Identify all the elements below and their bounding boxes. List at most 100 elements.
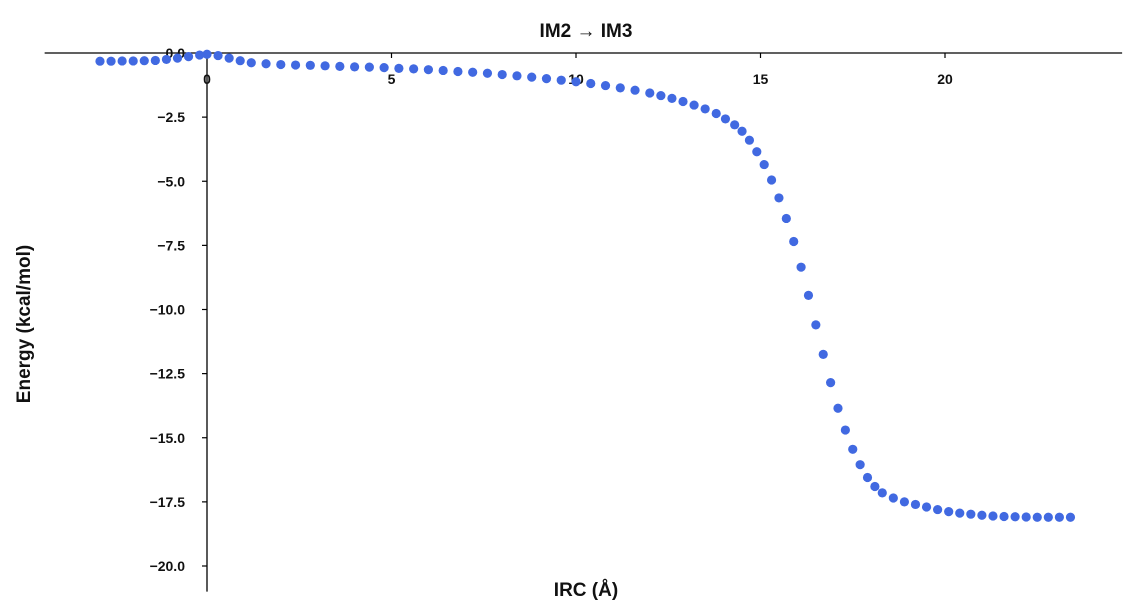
data-point [117, 56, 127, 66]
data-point [737, 126, 747, 136]
data-point [335, 61, 345, 71]
data-point [379, 63, 389, 73]
data-point [862, 472, 873, 483]
data-point [1010, 512, 1020, 522]
data-point [364, 62, 374, 72]
data-point [305, 60, 315, 70]
data-point [781, 213, 791, 224]
data-point [966, 509, 976, 519]
data-point [730, 120, 740, 130]
data-point [999, 511, 1009, 522]
data-point [744, 135, 755, 145]
data-point [818, 349, 828, 359]
data-point [1032, 512, 1042, 522]
data-point [645, 88, 655, 98]
data-point [848, 444, 858, 454]
data-point [224, 53, 234, 63]
data-point [600, 80, 611, 91]
data-point [700, 104, 710, 114]
data-point [803, 290, 814, 300]
data-point [128, 56, 138, 66]
data-point [246, 58, 256, 68]
data-point [541, 74, 552, 84]
data-point [290, 60, 301, 70]
y-tick-label: −5.0 [157, 173, 185, 189]
data-point [106, 56, 116, 66]
data-point [826, 378, 836, 388]
axes: 051015200.0−2.5−5.0−7.5−10.0−12.5−15.0−1… [44, 45, 1123, 592]
y-tick-label: −10.0 [150, 302, 186, 318]
data-point [202, 49, 212, 59]
data-point [394, 63, 404, 73]
data-point [195, 50, 205, 60]
data-point [1021, 512, 1031, 522]
data-point [615, 83, 625, 93]
x-tick-label: 0 [203, 71, 211, 87]
data-point [95, 56, 105, 66]
y-tick-label: −20.0 [150, 558, 186, 574]
data-point [139, 56, 149, 66]
data-point [759, 159, 769, 170]
data-point [261, 59, 271, 69]
data-point [213, 50, 223, 61]
x-axis-title: IRC (Å) [554, 580, 618, 601]
data-point [1054, 512, 1064, 522]
data-point [161, 54, 172, 65]
x-tick-label: 20 [937, 71, 953, 87]
data-point [667, 93, 677, 104]
data-point [977, 510, 987, 520]
data-point [586, 78, 596, 89]
data-points [95, 49, 1076, 522]
data-point [899, 497, 910, 507]
data-point [350, 62, 360, 72]
data-point [423, 65, 433, 75]
x-tick-label: 5 [388, 71, 396, 87]
data-point [409, 64, 419, 74]
data-point [150, 55, 160, 66]
data-point [855, 460, 865, 470]
y-tick-label: −15.0 [150, 430, 186, 446]
y-tick-label: −17.5 [150, 494, 186, 510]
data-point [678, 96, 688, 107]
y-axis-title: Energy (kcal/mol) [14, 245, 35, 403]
data-point [276, 59, 286, 70]
data-point [888, 493, 898, 503]
data-point [921, 502, 932, 512]
data-point [870, 481, 880, 492]
data-point [877, 488, 887, 498]
data-point [774, 193, 784, 203]
data-point [172, 53, 183, 63]
data-point [497, 69, 507, 80]
data-point [656, 90, 666, 101]
data-point [1043, 512, 1053, 522]
data-point [320, 61, 330, 71]
data-point [527, 72, 537, 82]
data-point [453, 66, 463, 77]
x-tick-label: 15 [753, 71, 769, 87]
data-point [944, 507, 954, 517]
data-point [556, 75, 566, 85]
data-point [1065, 512, 1076, 522]
data-point [752, 147, 762, 157]
data-point [512, 71, 522, 81]
data-point [235, 56, 245, 66]
data-point [571, 77, 581, 87]
data-point [630, 85, 640, 95]
data-point [711, 108, 721, 119]
data-point [766, 175, 777, 185]
y-tick-label: −7.5 [157, 237, 185, 253]
data-point [689, 100, 699, 110]
data-point [988, 511, 998, 521]
data-point [789, 236, 799, 247]
data-point [720, 114, 731, 124]
data-point [955, 508, 965, 518]
data-point [183, 51, 194, 62]
data-point [438, 65, 448, 76]
data-point [910, 499, 921, 510]
data-point [833, 403, 843, 413]
data-point [840, 425, 850, 435]
data-point [468, 67, 478, 77]
data-point [933, 504, 943, 515]
chart-title: IM2 → IM3 [540, 21, 633, 42]
